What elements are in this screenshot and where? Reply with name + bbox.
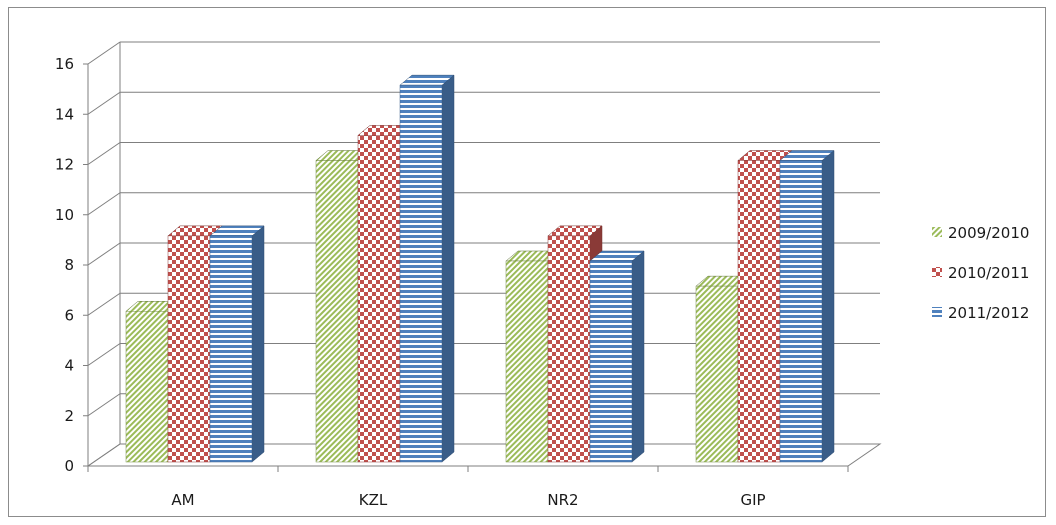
- x-tick-label: KZL: [359, 491, 388, 509]
- bar-front: [399, 84, 443, 463]
- bar: [399, 74, 455, 463]
- gridline-side: [87, 192, 121, 216]
- bar: [779, 149, 835, 463]
- gridline-side: [87, 142, 121, 165]
- y-tick-label: 2: [64, 407, 74, 425]
- x-tick-label: NR2: [547, 491, 578, 509]
- y-tick-label: 6: [64, 306, 74, 324]
- bar-front: [779, 160, 823, 463]
- bar: [209, 225, 265, 463]
- bar-front: [737, 160, 781, 463]
- y-tick-label: 4: [64, 357, 74, 375]
- bar-front: [315, 160, 359, 463]
- x-tick-label: GIP: [740, 491, 765, 509]
- bar-side: [251, 225, 265, 463]
- legend-swatch: [932, 307, 942, 317]
- legend-label: 2011/2012: [948, 304, 1029, 322]
- legend: 2009/2010 2010/2011 2011/2012: [932, 224, 1029, 322]
- x-tick-label: AM: [171, 491, 194, 509]
- legend-item: 2010/2011: [932, 264, 1029, 282]
- legend-swatch: [932, 267, 942, 277]
- bar-front: [125, 311, 169, 463]
- bar-front: [357, 135, 401, 463]
- gridline-side: [87, 242, 121, 266]
- bar-side: [441, 74, 455, 463]
- legend-item: 2011/2012: [932, 304, 1029, 322]
- legend-label: 2009/2010: [948, 224, 1029, 242]
- legend-label: 2010/2011: [948, 264, 1029, 282]
- bar-side: [631, 250, 645, 463]
- gridline-side: [87, 41, 121, 65]
- gridline-side: [87, 292, 121, 316]
- y-tick-label: 14: [55, 105, 74, 123]
- gridline-side: [87, 343, 121, 366]
- floor: [86, 443, 882, 467]
- bar-front: [547, 235, 591, 463]
- y-tick-label: 0: [64, 457, 74, 475]
- bar-front: [505, 260, 549, 463]
- y-tick-label: 8: [64, 256, 74, 274]
- y-tick-label: 10: [55, 206, 74, 224]
- bar-front: [209, 235, 253, 463]
- bar-front: [167, 235, 211, 463]
- bar: [589, 250, 645, 463]
- bars: [125, 74, 835, 463]
- bar-front: [695, 285, 739, 463]
- bar-front: [589, 260, 633, 463]
- y-tick-label: 16: [55, 55, 74, 73]
- y-tick-label: 12: [55, 156, 74, 174]
- bar-side: [821, 149, 835, 463]
- legend-swatch: [932, 227, 942, 237]
- gridline-side: [87, 393, 121, 417]
- legend-item: 2009/2010: [932, 224, 1029, 242]
- axis-labels: 0 2 4 6 8 10 12 14 16 AM KZL NR2 GIP: [55, 55, 766, 509]
- axes: [83, 42, 882, 472]
- gridline-side: [87, 91, 121, 115]
